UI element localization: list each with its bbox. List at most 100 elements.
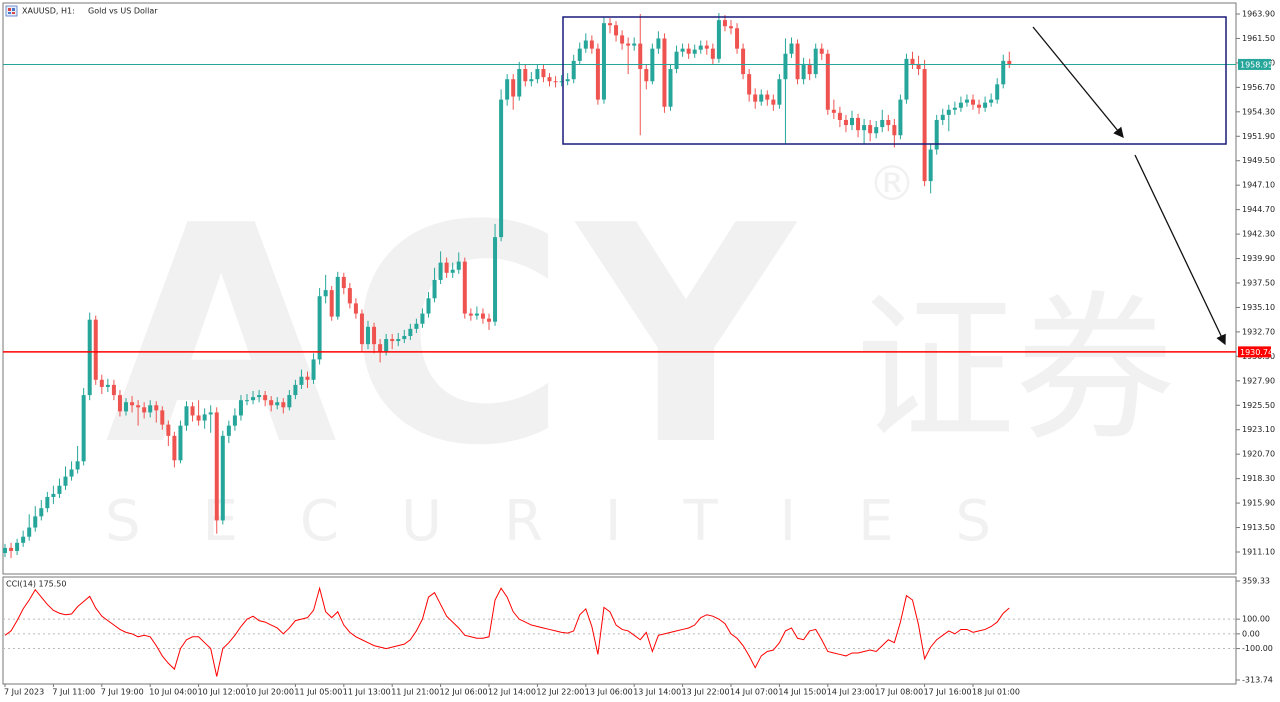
candle-body — [45, 496, 50, 509]
candle-body — [426, 298, 431, 314]
candle-body — [765, 94, 770, 100]
candle-body — [136, 405, 141, 408]
y-tick-label: 1944.70 — [1242, 205, 1275, 214]
candle-body — [317, 296, 322, 360]
candle-body — [583, 40, 588, 49]
x-tick-label: 7 Jul 2023 — [4, 688, 44, 697]
watermark-sub: SECURITIES — [105, 489, 1053, 554]
y-tick-label: 1963.90 — [1242, 10, 1275, 19]
y-tick-label: 1935.10 — [1242, 303, 1275, 312]
candle-body — [493, 237, 498, 322]
candle-body — [202, 414, 207, 421]
candle-body — [620, 35, 625, 44]
price-tag-label: 1958.95 — [1240, 60, 1273, 69]
candle-body — [287, 395, 292, 408]
y-tick-label: 1947.10 — [1242, 181, 1275, 190]
candle-body — [366, 326, 370, 345]
symbol-description: Gold vs US Dollar — [88, 7, 158, 16]
candle-body — [674, 51, 679, 70]
candle-body — [257, 395, 262, 398]
candle-body — [329, 290, 334, 317]
candle-body — [263, 395, 268, 401]
candle-body — [450, 269, 455, 273]
y-tick-label: 1954.30 — [1242, 107, 1275, 116]
candle-body — [886, 119, 891, 126]
candle-body — [63, 476, 68, 486]
candle-body — [958, 102, 963, 108]
candle-body — [547, 77, 552, 82]
candle-body — [456, 261, 461, 270]
y-tick-label: 1951.90 — [1242, 132, 1275, 141]
x-tick-label: 13 Jul 06:00 — [585, 688, 633, 697]
candle-body — [565, 79, 570, 82]
candle-body — [184, 406, 189, 426]
candle-body — [529, 79, 534, 82]
candle-body — [922, 69, 927, 182]
candle-body — [777, 79, 782, 105]
candle-body — [335, 276, 340, 317]
candle-body — [359, 313, 364, 345]
candle-body — [638, 43, 643, 70]
candle-body — [347, 288, 352, 304]
candle-body — [311, 359, 316, 380]
candle-body — [535, 69, 540, 80]
candle-body — [843, 119, 848, 126]
candle-body — [517, 69, 522, 97]
candle-body — [783, 53, 788, 80]
candle-body — [9, 547, 14, 551]
watermark-logo: ACY — [105, 162, 805, 511]
x-tick-label: 17 Jul 16:00 — [924, 688, 972, 697]
candle-body — [408, 328, 413, 336]
candle-body — [402, 335, 407, 340]
candle-body — [111, 384, 116, 396]
candle-body — [414, 323, 419, 329]
candle-body — [384, 339, 389, 352]
cci-line — [4, 586, 1010, 677]
candle-body — [105, 384, 110, 387]
candle-body — [577, 48, 582, 61]
x-tick-label: 12 Jul 22:00 — [536, 688, 584, 697]
x-tick-label: 12 Jul 06:00 — [440, 688, 488, 697]
candle-body — [57, 485, 62, 494]
candle-body — [771, 99, 776, 105]
candle-body — [396, 339, 401, 342]
x-tick-label: 18 Jul 01:00 — [972, 688, 1020, 697]
candle-body — [353, 303, 358, 314]
y-tick-label: 1927.90 — [1242, 376, 1275, 385]
x-tick-label: 14 Jul 23:00 — [827, 688, 875, 697]
candle-body — [795, 43, 800, 80]
x-tick-label: 17 Jul 08:00 — [875, 688, 923, 697]
candle-body — [474, 313, 479, 316]
candle-body — [190, 406, 195, 416]
y-tick-label: 1939.90 — [1242, 254, 1275, 263]
candle-body — [874, 127, 879, 134]
candle-body — [789, 43, 794, 54]
candle-body — [172, 435, 177, 461]
candle-body — [299, 376, 304, 385]
candle-body — [462, 261, 467, 314]
candle-body — [735, 28, 740, 49]
candle-body — [269, 400, 274, 406]
candle-body — [390, 339, 395, 342]
candle-body — [1001, 60, 1006, 85]
candle-body — [614, 25, 619, 36]
x-tick-label: 11 Jul 13:00 — [343, 688, 391, 697]
candle-body — [281, 402, 286, 408]
candle-body — [220, 435, 225, 521]
candle-body — [589, 40, 594, 49]
candle-body — [323, 290, 328, 297]
candle-body — [468, 313, 473, 316]
candle-body — [952, 107, 957, 110]
candle-body — [837, 112, 842, 120]
marks: 1963.901961.501959.101956.701954.301951.… — [3, 10, 1275, 697]
candle-body — [232, 415, 237, 426]
candle-body — [438, 262, 443, 280]
y-tick-label: 1920.70 — [1242, 450, 1275, 459]
indicator-title: CCI(14) 175.50 — [6, 580, 67, 589]
y-tick-label: 1925.50 — [1242, 401, 1275, 410]
candle-body — [608, 23, 612, 26]
candle-body — [656, 38, 661, 49]
y-tick-label: 1911.10 — [1242, 547, 1275, 556]
candle-body — [487, 318, 491, 322]
